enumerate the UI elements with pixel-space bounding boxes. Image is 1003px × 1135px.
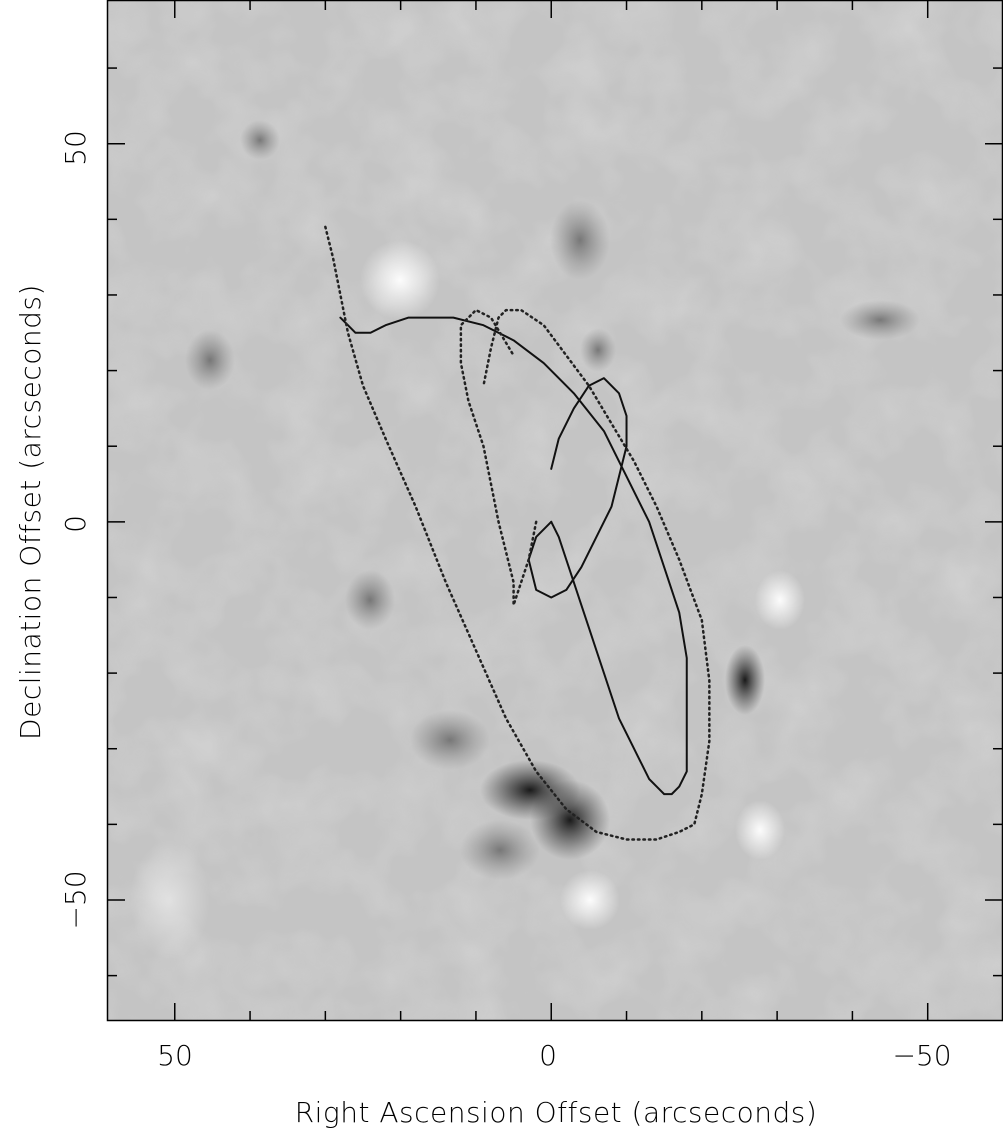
y-axis-label: Declination Offset (arcseconds) bbox=[14, 284, 47, 740]
y-tick-label-0: 0 bbox=[59, 515, 92, 533]
series-dotted-2 bbox=[324, 225, 711, 841]
x-tick-label-50: 50 bbox=[157, 1039, 193, 1072]
y-tick-label-minus50: −50 bbox=[59, 870, 92, 929]
x-tick-label-0: 0 bbox=[539, 1039, 557, 1072]
x-axis-label: Right Ascension Offset (arcseconds) bbox=[295, 1096, 818, 1129]
y-tick-label-50: 50 bbox=[59, 130, 92, 166]
series-solid-0 bbox=[339, 316, 688, 796]
series-solid-1 bbox=[527, 377, 628, 599]
x-tick-label-minus50: −50 bbox=[892, 1039, 951, 1072]
ticks bbox=[107, 0, 1003, 1021]
series-layer bbox=[324, 225, 711, 841]
series-dotted-3 bbox=[459, 308, 538, 607]
greyscale-image bbox=[107, 0, 1003, 1021]
